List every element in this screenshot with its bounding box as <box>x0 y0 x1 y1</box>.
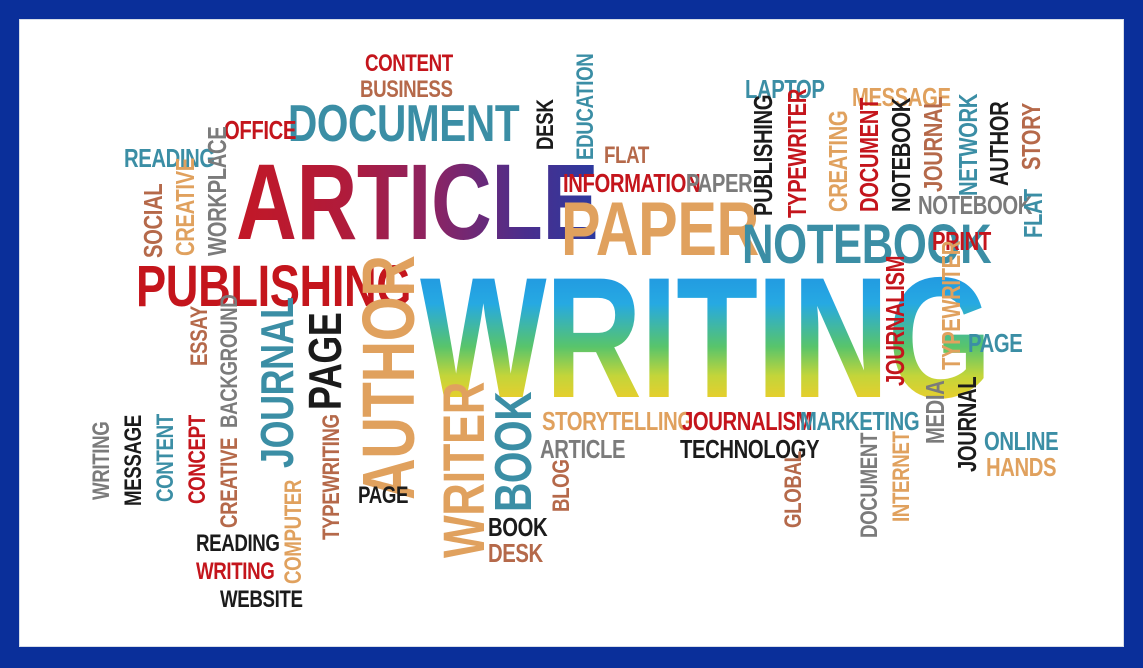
word-background: BACKGROUND <box>216 294 243 428</box>
word-notebook-vertical: NOTEBOOK <box>886 97 916 212</box>
word-paper-small: PAPER <box>686 168 753 198</box>
word-journalism: JOURNALISM <box>682 406 813 436</box>
word-desk-small: DESK <box>488 538 543 568</box>
word-book-small: BOOK <box>488 512 548 542</box>
word-computer: COMPUTER <box>280 479 307 584</box>
word-education: EDUCATION <box>572 53 599 160</box>
word-information: INFORMATION <box>563 168 701 198</box>
word-message-vertical: MESSAGE <box>120 415 147 506</box>
word-print: PRINT <box>932 226 991 256</box>
word-flat-right: FLAT <box>1018 189 1048 238</box>
word-network: NETWORK <box>953 93 983 196</box>
word-journal-right: JOURNAL <box>952 376 982 472</box>
word-online: ONLINE <box>984 426 1059 456</box>
word-creating: CREATING <box>823 110 853 212</box>
word-workplace: WORKPLACE <box>202 126 232 256</box>
word-content: CONTENT <box>365 50 453 77</box>
word-message: MESSAGE <box>852 82 951 112</box>
word-laptop: LAPTOP <box>745 74 825 104</box>
word-desk-vertical: DESK <box>532 99 559 150</box>
word-writing-low: WRITING <box>196 558 275 585</box>
word-article-small: ARTICLE <box>540 434 626 464</box>
word-page-small: PAGE <box>358 482 409 509</box>
word-global: GLOBAL <box>780 451 807 528</box>
word-creative-bg: CREATIVE <box>216 437 243 528</box>
word-hands: HANDS <box>986 452 1057 482</box>
word-journal-vertical: JOURNAL <box>918 96 948 192</box>
word-article-big: ARTICLE <box>236 141 599 262</box>
word-story: STORY <box>1016 103 1046 170</box>
word-office: OFFICE <box>224 115 297 145</box>
word-storytelling: STORYTELLING <box>542 406 693 436</box>
word-cloud-frame: CONTENT BUSINESS DOCUMENT OFFICE READING… <box>19 19 1124 647</box>
word-author-big: AUTHOR <box>347 255 430 500</box>
word-typewriter-vertical: TYPEWRITER <box>782 88 812 218</box>
word-book-big: BOOK <box>485 391 543 512</box>
word-writing-big: WRITING <box>420 242 992 434</box>
word-typewriter-right: TYPEWRITER <box>936 240 966 370</box>
word-notebook-small: NOTEBOOK <box>918 190 1033 220</box>
word-content-vertical: CONTENT <box>152 414 179 502</box>
word-page-big: PAGE <box>299 312 351 410</box>
word-writing-small-vertical: WRITING <box>88 421 115 500</box>
word-essay: ESSAY <box>186 306 213 366</box>
word-document: DOCUMENT <box>288 95 520 153</box>
word-social: SOCIAL <box>138 183 168 258</box>
word-paper-big: PAPER <box>561 187 759 272</box>
word-reading-low: READING <box>196 530 280 557</box>
word-reading: READING <box>124 143 215 173</box>
word-flat: FLAT <box>604 142 649 169</box>
word-document-vertical: DOCUMENT <box>854 97 884 212</box>
word-journalism-vertical: JOURNALISM <box>880 255 910 386</box>
word-media: MEDIA <box>920 380 950 444</box>
word-website: WEBSITE <box>220 586 303 613</box>
word-creative-vertical: CREATIVE <box>170 158 200 256</box>
word-internet: INTERNET <box>888 431 915 522</box>
word-document-low: DOCUMENT <box>856 432 883 538</box>
word-journal-big: JOURNAL <box>251 297 303 468</box>
word-typewriting: TYPEWRITING <box>318 414 345 540</box>
word-business: BUSINESS <box>360 76 453 103</box>
word-publishing-vertical: PUBLISHING <box>748 94 778 216</box>
word-marketing: MARKETING <box>800 406 920 436</box>
word-author-vertical: AUTHOR <box>984 101 1014 186</box>
word-notebook-big: NOTEBOOK <box>742 212 992 275</box>
word-technology: TECHNOLOGY <box>680 434 820 464</box>
word-page-right: PAGE <box>968 328 1023 358</box>
word-publishing-big: PUBLISHING <box>136 254 412 319</box>
word-cloud: CONTENT BUSINESS DOCUMENT OFFICE READING… <box>20 20 1123 646</box>
word-blog: BLOG <box>548 459 575 512</box>
word-concept: CONCEPT <box>184 415 211 504</box>
